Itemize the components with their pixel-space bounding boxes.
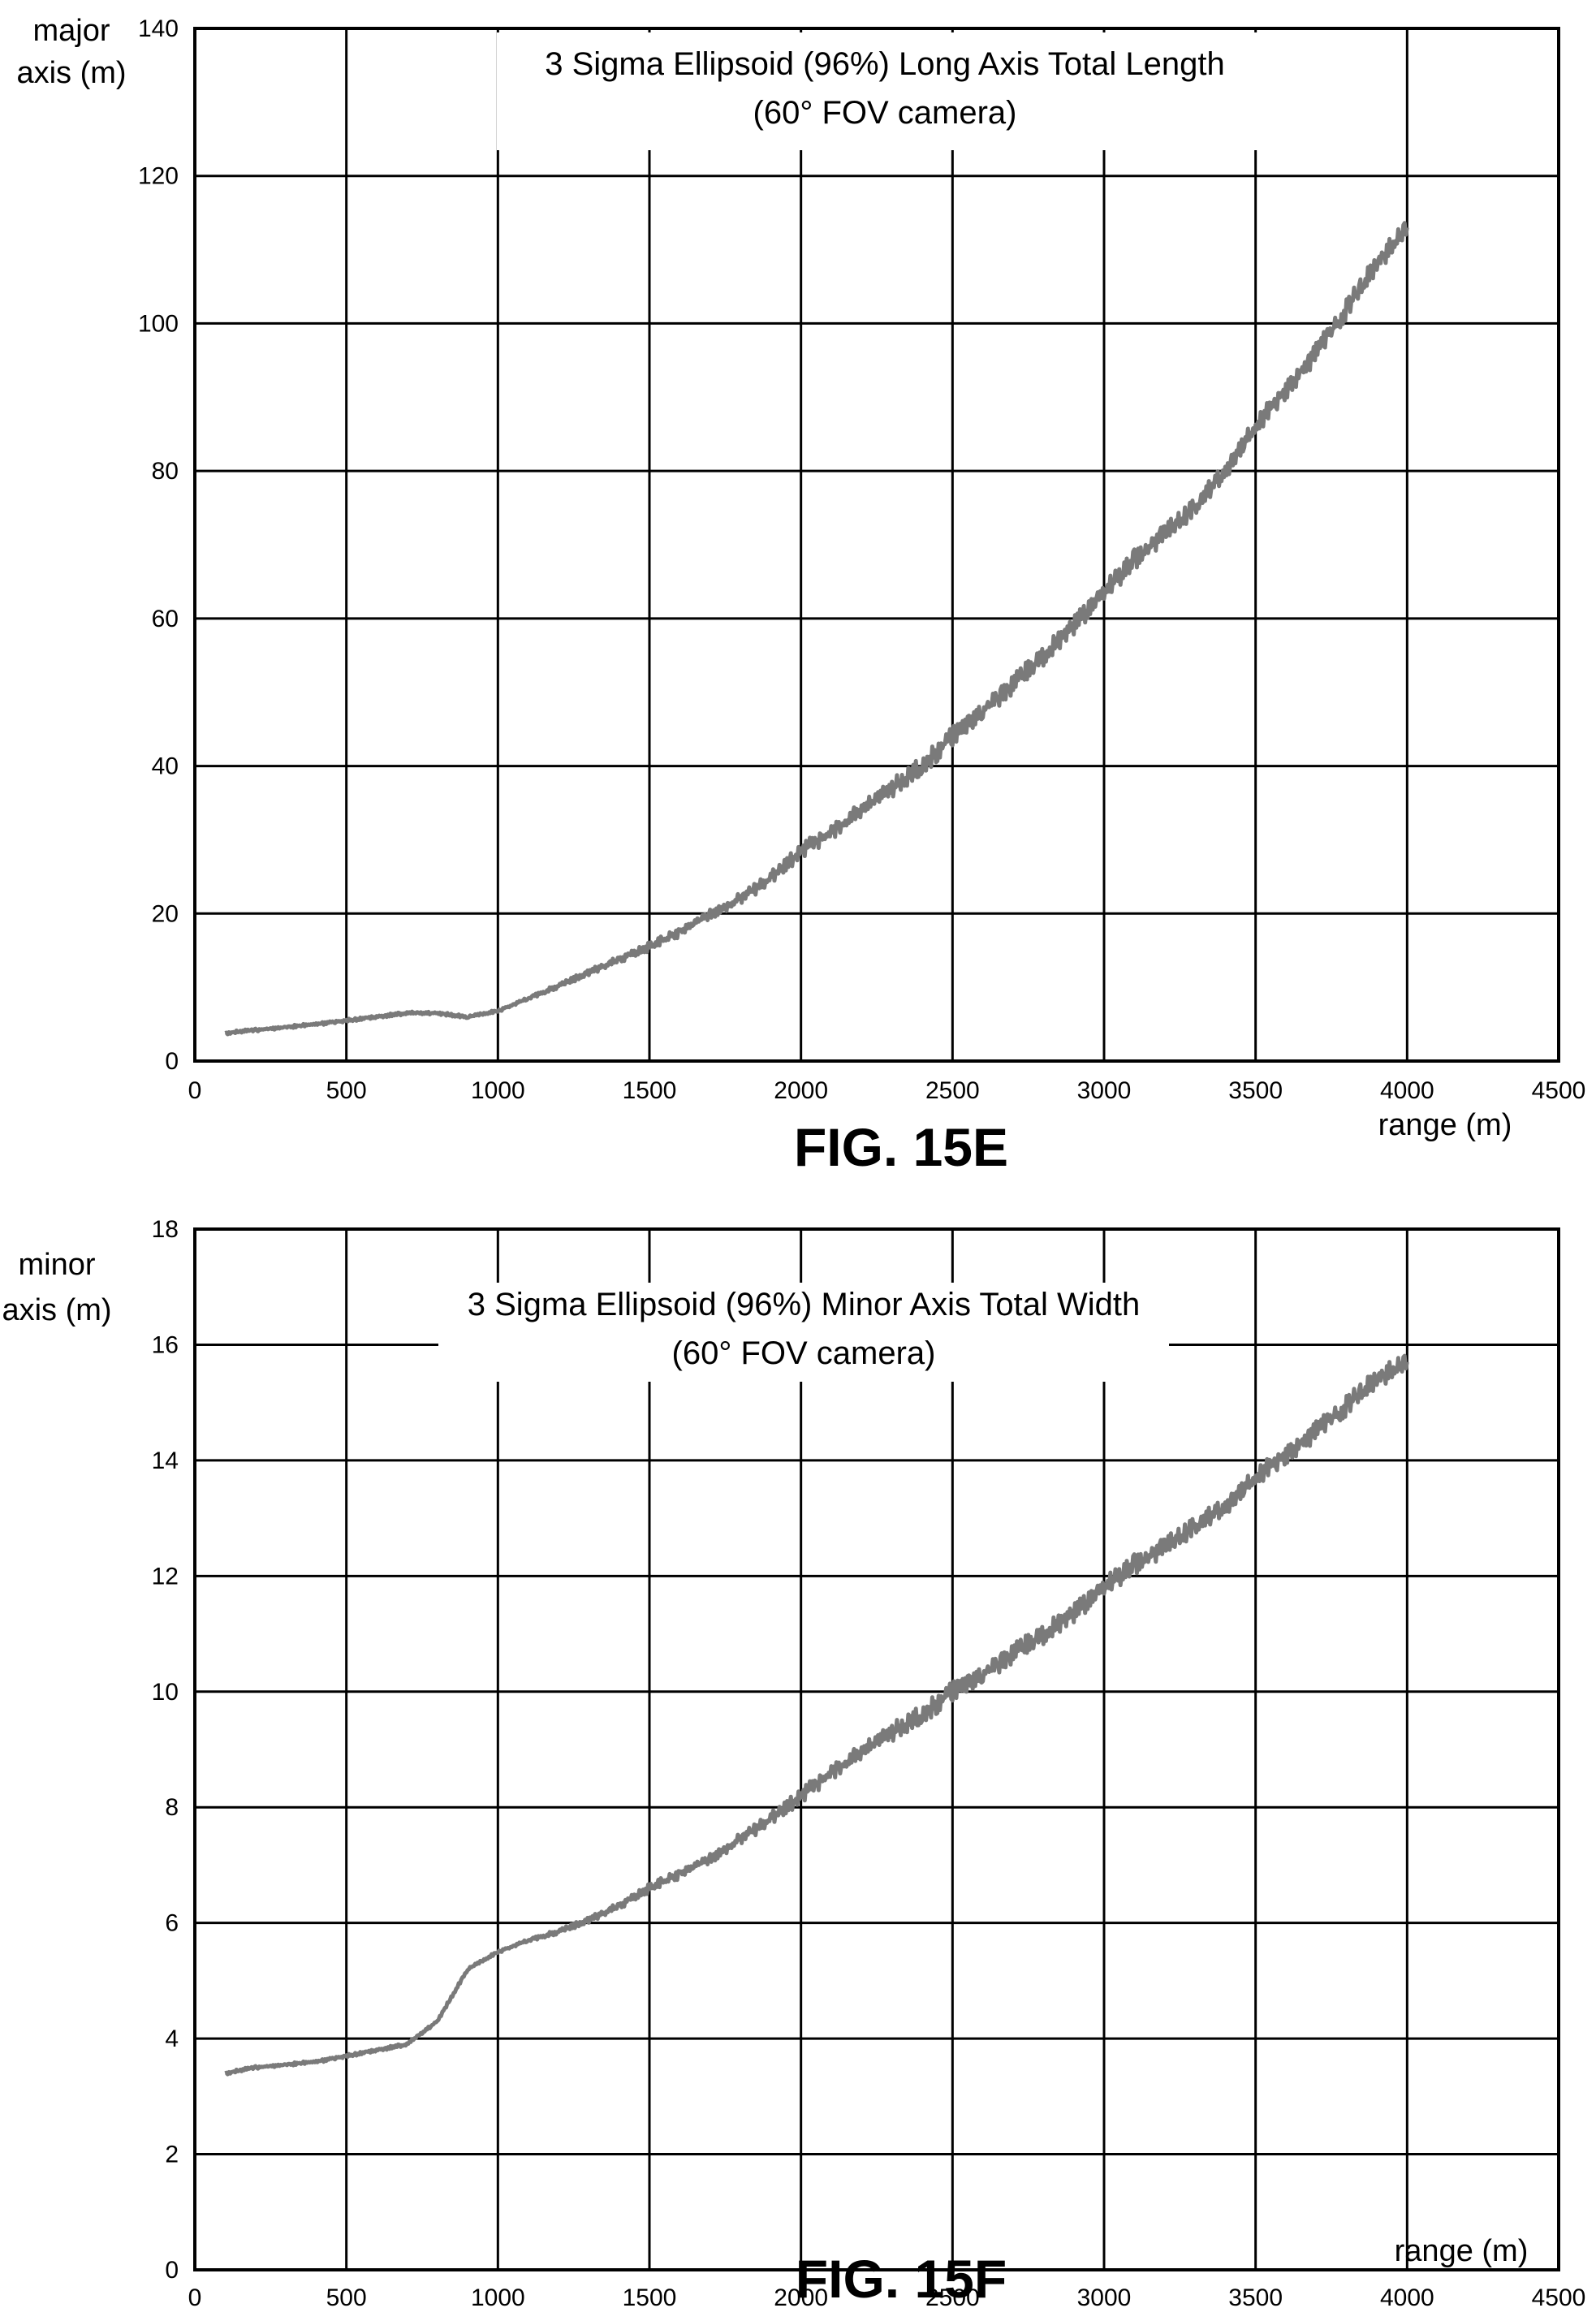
x-tick-label: 4000: [1380, 1077, 1434, 1104]
y-tick-label: 6: [165, 1910, 179, 1937]
y-tick-label: 8: [165, 1794, 179, 1821]
y-tick-label: 18: [152, 1216, 179, 1243]
chart-title-line-2: (60° FOV camera): [672, 1335, 936, 1371]
y-tick-label: 10: [152, 1679, 179, 1706]
x-tick-label: 0: [188, 1077, 202, 1104]
x-axis-label: range (m): [1378, 1108, 1512, 1142]
y-tick-label: 120: [138, 163, 179, 190]
plot-frame: [193, 27, 1560, 1063]
x-tick-label: 2500: [925, 1077, 980, 1104]
x-tick-label: 3500: [1228, 1077, 1283, 1104]
y-axis-label-line-1: minor: [18, 1248, 95, 1282]
y-axis-label-line-2: axis (m): [2, 1293, 111, 1327]
data-series-line: [224, 221, 1409, 1037]
y-tick-label: 40: [152, 753, 179, 780]
y-tick-label: 2: [165, 2142, 179, 2168]
y-tick-label: 20: [152, 900, 179, 927]
x-tick-label: 1000: [471, 2284, 525, 2308]
figure-label: FIG. 15E: [794, 1117, 1008, 1177]
y-tick-label: 4: [165, 2025, 179, 2052]
x-tick-label: 500: [326, 2284, 367, 2308]
x-tick-label: 2000: [774, 1077, 828, 1104]
y-tick-label: 16: [152, 1331, 179, 1358]
figure-label: FIG. 15F: [796, 2249, 1007, 2308]
x-tick-label: 500: [326, 1077, 367, 1104]
chart-title-line-1: 3 Sigma Ellipsoid (96%) Long Axis Total …: [545, 46, 1225, 82]
chart-15e: 3 Sigma Ellipsoid (96%) Long Axis Total …: [16, 14, 1585, 1177]
y-tick-label: 60: [152, 606, 179, 632]
chart-title-line-1: 3 Sigma Ellipsoid (96%) Minor Axis Total…: [468, 1287, 1140, 1322]
y-tick-label: 0: [165, 1048, 179, 1075]
x-tick-label: 1500: [623, 1077, 677, 1104]
y-tick-label: 12: [152, 1563, 179, 1590]
x-tick-label: 0: [188, 2284, 202, 2308]
x-tick-label: 3000: [1077, 2284, 1132, 2308]
x-tick-label: 2000: [774, 2284, 828, 2308]
y-axis-label-line-1: major: [32, 14, 110, 48]
chart-15f: 3 Sigma Ellipsoid (96%) Minor Axis Total…: [2, 1216, 1585, 2308]
x-tick-label: 4500: [1532, 1077, 1586, 1104]
x-tick-label: 1000: [471, 1077, 525, 1104]
y-tick-label: 140: [138, 15, 179, 42]
x-tick-label: 4500: [1532, 2284, 1586, 2308]
y-tick-label: 14: [152, 1447, 179, 1474]
y-tick-label: 0: [165, 2257, 179, 2284]
x-tick-label: 1500: [623, 2284, 677, 2308]
data-series-line: [224, 1353, 1409, 2077]
title-backdrop: [438, 1283, 1169, 1382]
x-tick-label: 4000: [1380, 2284, 1434, 2308]
x-tick-label: 3500: [1228, 2284, 1283, 2308]
y-axis-label-line-2: axis (m): [16, 56, 126, 90]
y-tick-label: 100: [138, 310, 179, 337]
x-tick-label: 2500: [925, 2284, 980, 2308]
chart-title-line-2: (60° FOV camera): [753, 95, 1017, 131]
plot-frame: [193, 1227, 1560, 2271]
x-tick-label: 3000: [1077, 1077, 1132, 1104]
title-backdrop: [497, 32, 1273, 150]
x-axis-label: range (m): [1395, 2234, 1529, 2268]
y-tick-label: 80: [152, 458, 179, 485]
